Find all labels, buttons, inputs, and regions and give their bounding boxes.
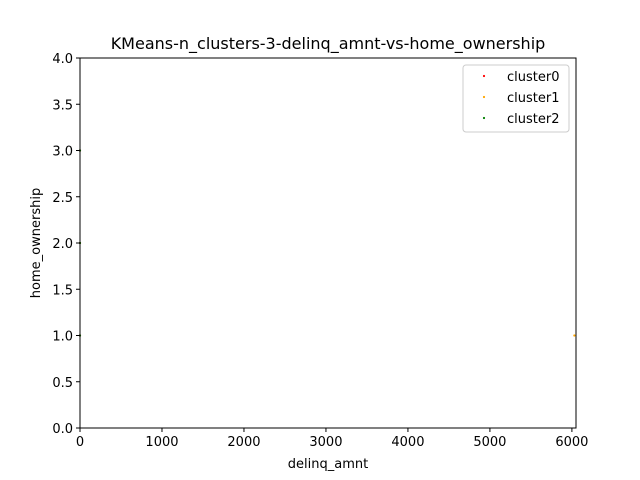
legend-label: cluster2 (507, 112, 559, 127)
x-tick-label: 2000 (227, 435, 260, 450)
x-tick-label: 6000 (555, 435, 588, 450)
x-tick-label: 1000 (145, 435, 178, 450)
x-axis: 0 1000 2000 3000 4000 5000 6000 (76, 428, 588, 450)
legend-box (462, 64, 570, 133)
y-tick-label: 2.5 (52, 191, 73, 206)
legend-marker-cluster0 (482, 74, 486, 78)
legend: cluster0 cluster1 cluster2 (462, 64, 570, 133)
legend-label: cluster0 (507, 70, 559, 85)
point-cluster1 (573, 334, 576, 337)
y-tick-label: 3.5 (52, 98, 73, 113)
y-tick-label: 2.0 (52, 237, 73, 252)
points-layer (78, 149, 576, 337)
y-tick-label: 0.5 (52, 376, 73, 391)
y-tick-label: 0.0 (52, 422, 73, 437)
x-axis-title: delinq_amnt (288, 457, 368, 472)
chart-title: KMeans-n_clusters-3-delinq_amnt-vs-home_… (111, 34, 546, 54)
x-tick-label: 4000 (391, 435, 424, 450)
y-tick-label: 1.0 (52, 330, 73, 345)
y-axis-title: home_ownership (29, 188, 44, 298)
y-axis: 0.0 0.5 1.0 1.5 2.0 2.5 3.0 3.5 4.0 (52, 52, 80, 437)
legend-label: cluster1 (507, 91, 559, 106)
y-tick-label: 4.0 (52, 52, 73, 67)
y-tick-label: 3.0 (52, 145, 73, 160)
x-tick-label: 5000 (473, 435, 506, 450)
legend-marker-cluster1 (482, 95, 486, 99)
x-tick-label: 0 (76, 435, 84, 450)
x-tick-label: 3000 (309, 435, 342, 450)
legend-marker-cluster2 (482, 116, 486, 120)
y-tick-label: 1.5 (52, 283, 73, 298)
